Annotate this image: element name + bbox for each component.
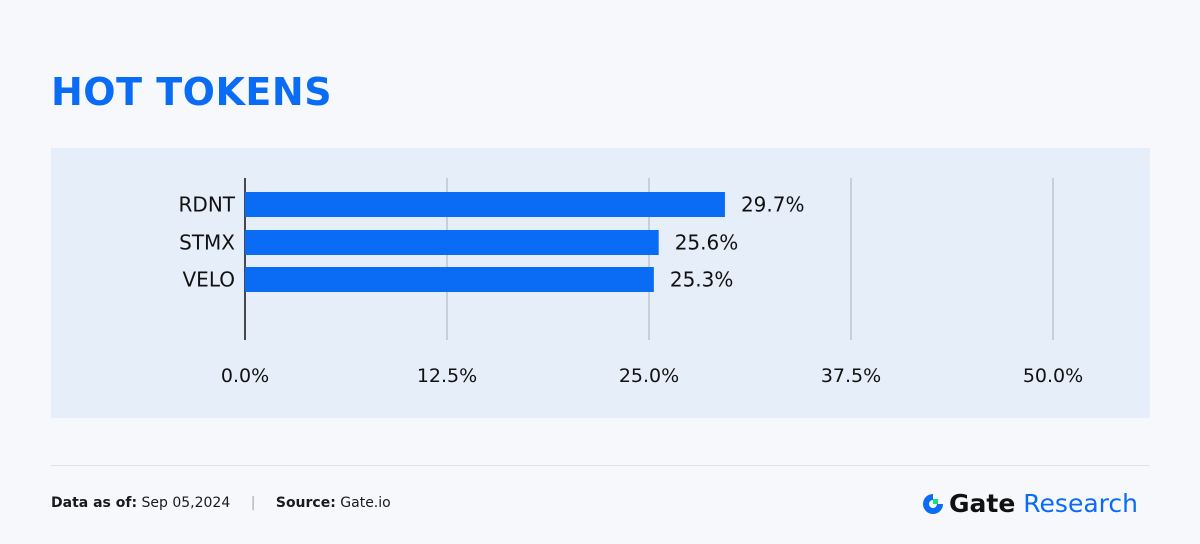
- divider: [51, 465, 1150, 466]
- chart-title: HOT TOKENS: [51, 70, 333, 114]
- logo-brand: Gate: [949, 489, 1016, 518]
- gate-logo-icon: [923, 493, 943, 514]
- bar-chart: 0.0% 12.5% 25.0% 37.5% 50.0% RDNT 29.7% STMX 25.…: [179, 178, 1083, 387]
- category-label: STMX: [179, 231, 235, 255]
- source-value: Gate.io: [340, 495, 391, 511]
- source-label: Source:: [275, 495, 336, 511]
- x-tick-label: 37.5%: [821, 365, 881, 387]
- gate-research-logo: Gate Research: [921, 489, 1138, 518]
- data-label: 25.3%: [670, 268, 734, 292]
- date-label: Data as of:: [51, 495, 138, 511]
- chart-panel: 0.0% 12.5% 25.0% 37.5% 50.0% RDNT 29.7% STMX 25.…: [51, 148, 1150, 418]
- bar-velo: [245, 267, 654, 292]
- data-label: 29.7%: [741, 193, 805, 217]
- date-value: Sep 05,2024: [141, 495, 231, 511]
- category-label: VELO: [183, 268, 236, 292]
- bar-stmx: [245, 230, 659, 255]
- data-label: 25.6%: [675, 231, 739, 255]
- bar-rdnt: [245, 192, 725, 217]
- x-tick-label: 25.0%: [619, 365, 679, 387]
- category-label: RDNT: [179, 193, 236, 217]
- x-tick-label: 12.5%: [417, 365, 477, 387]
- footer: Data as of: Sep 05,2024 | Source: Gate.i…: [51, 495, 391, 511]
- separator: |: [250, 495, 256, 511]
- logo-suffix: Research: [1023, 489, 1138, 518]
- x-tick-label: 0.0%: [221, 365, 269, 387]
- x-tick-label: 50.0%: [1023, 365, 1083, 387]
